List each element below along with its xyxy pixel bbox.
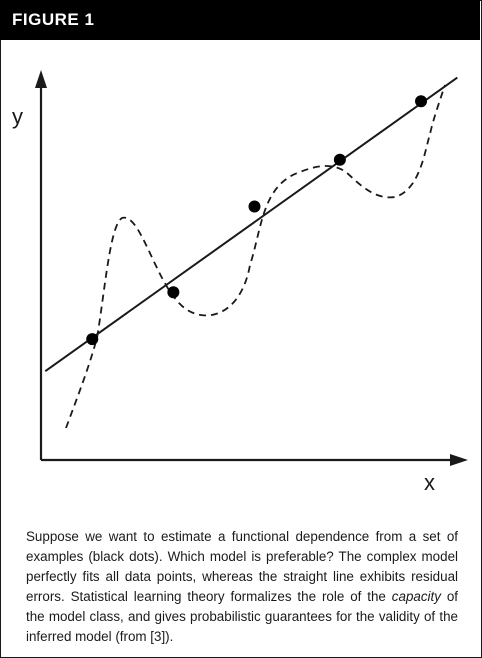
caption-text-2: of the model class, and gives probabilis… — [26, 589, 459, 645]
caption-text-1: Suppose we want to estimate a functional… — [26, 529, 458, 605]
linear-fit-line — [44, 76, 458, 372]
caption-emphasis: capacity — [391, 589, 441, 605]
figure-header: FIGURE 1 — [0, 0, 480, 40]
data-point-3 — [248, 200, 261, 213]
data-point-2 — [167, 286, 180, 299]
figure-plot: y x — [12, 70, 468, 495]
data-point-5 — [415, 95, 428, 108]
series-layer — [44, 76, 458, 429]
figure-label: FIGURE 1 — [12, 10, 95, 29]
x-axis-label: x — [424, 470, 435, 495]
y-axis-arrow — [35, 70, 47, 88]
data-point-4 — [333, 153, 346, 166]
x-axis-arrow — [450, 454, 468, 466]
y-axis-label: y — [12, 104, 23, 129]
data-point-1 — [86, 333, 99, 346]
complex-model-curve — [65, 84, 446, 429]
figure-caption: Suppose we want to estimate a functional… — [26, 527, 458, 647]
